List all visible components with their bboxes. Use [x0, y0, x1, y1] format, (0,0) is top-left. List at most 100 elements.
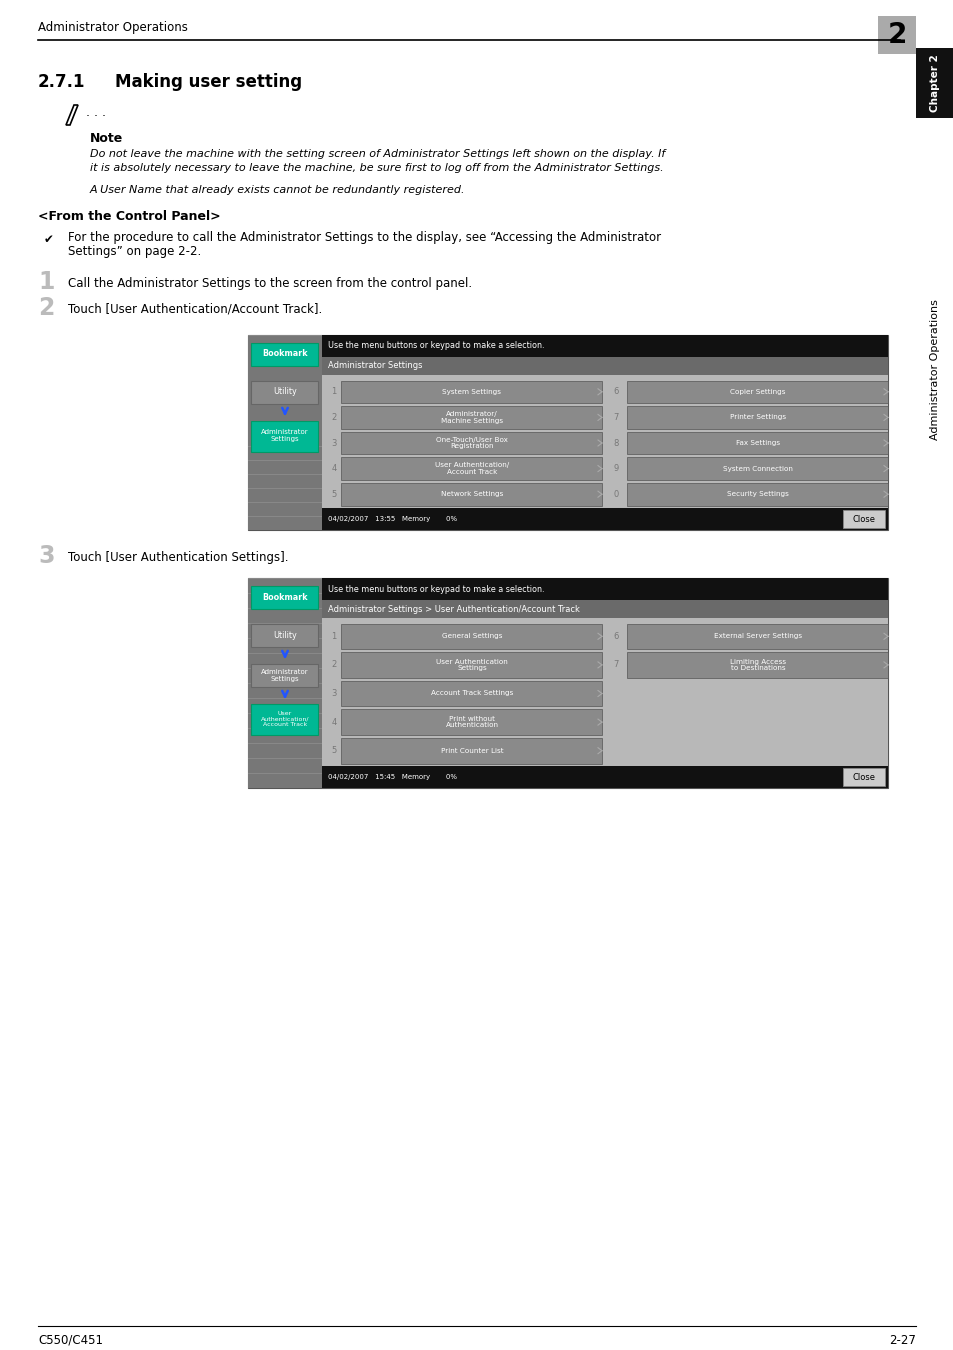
Text: Note: Note: [90, 131, 123, 144]
Bar: [248, 418, 322, 432]
Text: System Connection: System Connection: [722, 466, 792, 471]
Text: Copier Settings: Copier Settings: [729, 389, 785, 394]
Text: Printer Settings: Printer Settings: [729, 414, 785, 420]
Text: 9: 9: [613, 464, 618, 472]
Bar: [248, 653, 322, 668]
FancyBboxPatch shape: [341, 709, 602, 734]
Bar: [248, 517, 322, 531]
FancyBboxPatch shape: [627, 458, 887, 479]
FancyBboxPatch shape: [842, 768, 884, 786]
Bar: [248, 774, 322, 788]
Text: Administrator
Settings: Administrator Settings: [261, 429, 309, 443]
Bar: [248, 683, 322, 698]
FancyBboxPatch shape: [252, 381, 318, 404]
Text: Fax Settings: Fax Settings: [735, 440, 780, 446]
Bar: [248, 729, 322, 742]
FancyBboxPatch shape: [341, 738, 602, 764]
FancyBboxPatch shape: [341, 680, 602, 706]
Text: 5: 5: [331, 747, 336, 755]
Bar: [248, 609, 322, 622]
Text: 7: 7: [613, 413, 618, 423]
FancyBboxPatch shape: [252, 663, 318, 687]
FancyBboxPatch shape: [341, 652, 602, 678]
Bar: [248, 578, 322, 788]
Text: A User Name that already exists cannot be redundantly registered.: A User Name that already exists cannot b…: [90, 185, 465, 194]
Text: 8: 8: [613, 439, 618, 447]
FancyBboxPatch shape: [627, 432, 887, 455]
FancyBboxPatch shape: [252, 586, 318, 609]
Text: External Server Settings: External Server Settings: [713, 633, 801, 640]
Bar: [248, 335, 887, 531]
Text: Print without
Authentication: Print without Authentication: [445, 716, 498, 729]
Bar: [248, 594, 322, 608]
Text: 1: 1: [331, 632, 336, 641]
Bar: [248, 579, 322, 593]
Bar: [322, 618, 887, 765]
Bar: [322, 578, 887, 599]
FancyBboxPatch shape: [341, 381, 602, 404]
Text: One-Touch/User Box
Registration: One-Touch/User Box Registration: [436, 437, 507, 450]
Text: Administrator/
Machine Settings: Administrator/ Machine Settings: [440, 412, 502, 424]
Text: Touch [User Authentication Settings].: Touch [User Authentication Settings].: [68, 551, 288, 563]
Text: Administrator Operations: Administrator Operations: [929, 300, 939, 440]
Bar: [915, 49, 953, 117]
Bar: [248, 475, 322, 489]
Text: 1: 1: [331, 387, 336, 397]
Bar: [248, 502, 322, 516]
Text: 2: 2: [331, 413, 336, 423]
Text: Do not leave the machine with the setting screen of Administrator Settings left : Do not leave the machine with the settin…: [90, 148, 664, 159]
Text: Use the menu buttons or keypad to make a selection.: Use the menu buttons or keypad to make a…: [328, 585, 544, 594]
FancyBboxPatch shape: [842, 510, 884, 528]
Text: 6: 6: [613, 387, 618, 397]
FancyBboxPatch shape: [627, 624, 887, 649]
Text: 3: 3: [38, 544, 54, 568]
Bar: [248, 335, 322, 531]
Bar: [248, 624, 322, 639]
Bar: [248, 578, 887, 788]
Text: 04/02/2007   13:55   Memory       0%: 04/02/2007 13:55 Memory 0%: [328, 516, 456, 522]
Bar: [248, 744, 322, 757]
FancyBboxPatch shape: [627, 652, 887, 678]
Text: Making user setting: Making user setting: [115, 73, 302, 90]
Bar: [248, 714, 322, 728]
Bar: [322, 335, 887, 356]
Text: Close: Close: [852, 514, 875, 524]
Text: Settings” on page 2-2.: Settings” on page 2-2.: [68, 246, 201, 258]
FancyBboxPatch shape: [252, 624, 318, 647]
Bar: [248, 489, 322, 502]
Bar: [248, 447, 322, 460]
Text: . . .: . . .: [86, 107, 106, 120]
Text: 7: 7: [613, 660, 618, 670]
Text: Network Settings: Network Settings: [440, 491, 502, 497]
Text: Administrator Settings > User Authentication/Account Track: Administrator Settings > User Authentica…: [328, 605, 579, 613]
Bar: [322, 335, 887, 531]
Text: Limiting Access
to Destinations: Limiting Access to Destinations: [729, 659, 785, 671]
Text: Bookmark: Bookmark: [262, 350, 308, 359]
Text: 4: 4: [331, 464, 336, 472]
FancyBboxPatch shape: [252, 703, 318, 734]
Text: General Settings: General Settings: [441, 633, 501, 640]
FancyBboxPatch shape: [252, 343, 318, 366]
Bar: [248, 698, 322, 713]
FancyBboxPatch shape: [341, 406, 602, 429]
Text: 2-27: 2-27: [888, 1334, 915, 1346]
Text: 2: 2: [38, 296, 54, 320]
FancyBboxPatch shape: [341, 432, 602, 455]
Text: 04/02/2007   15:45   Memory       0%: 04/02/2007 15:45 Memory 0%: [328, 774, 456, 780]
Bar: [248, 392, 322, 405]
Text: 2: 2: [886, 22, 905, 49]
Text: Utility: Utility: [273, 387, 296, 397]
Text: Administrator Settings: Administrator Settings: [328, 362, 422, 370]
Bar: [322, 765, 887, 788]
Text: Use the menu buttons or keypad to make a selection.: Use the menu buttons or keypad to make a…: [328, 342, 544, 351]
Text: 2: 2: [331, 660, 336, 670]
Text: Chapter 2: Chapter 2: [929, 54, 939, 112]
Text: Touch [User Authentication/Account Track].: Touch [User Authentication/Account Track…: [68, 302, 322, 316]
Bar: [322, 599, 887, 618]
FancyBboxPatch shape: [627, 381, 887, 404]
FancyBboxPatch shape: [341, 483, 602, 505]
Text: 3: 3: [331, 688, 336, 698]
Text: Call the Administrator Settings to the screen from the control panel.: Call the Administrator Settings to the s…: [68, 277, 472, 289]
Text: it is absolutely necessary to leave the machine, be sure first to log off from t: it is absolutely necessary to leave the …: [90, 163, 663, 173]
FancyBboxPatch shape: [627, 483, 887, 505]
